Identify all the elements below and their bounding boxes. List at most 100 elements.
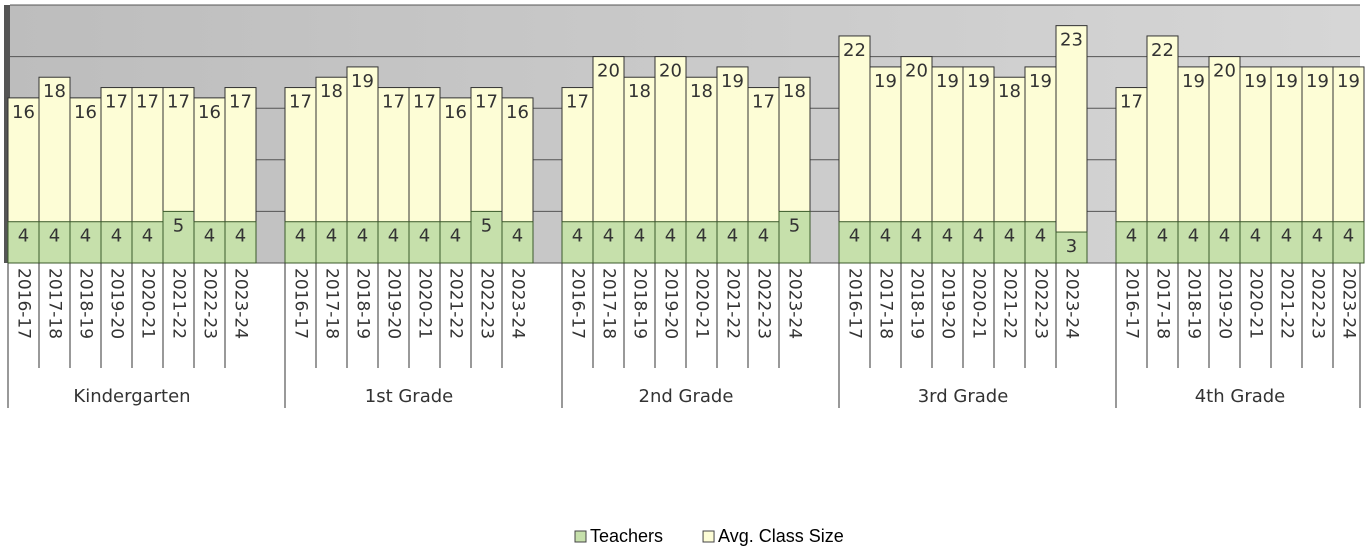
x-tick-label: 2022-23 [477,268,497,339]
x-tick-label: 2021-22 [1277,268,1297,339]
value-label: 4 [1219,226,1230,247]
x-tick-label: 2019-20 [384,268,404,339]
value-label: 4 [80,226,91,247]
value-label: 18 [320,81,343,102]
value-label: 19 [967,71,990,92]
bar [346,221,379,264]
bar [654,221,687,264]
x-tick-label: 2023-24 [231,268,251,339]
x-tick-label: 2017-18 [1153,268,1173,339]
legend-label: Teachers [590,526,663,546]
value-label: 20 [1213,61,1236,82]
x-tick-label: 2018-19 [1184,268,1204,339]
value-label: 19 [1029,71,1052,92]
bar [193,221,226,264]
x-tick-label: 2022-23 [1031,268,1051,339]
value-label: 17 [752,92,775,113]
x-tick-label: 2023-24 [1062,268,1082,339]
x-tick-label: 2017-18 [45,268,65,339]
plot-side-wall [4,5,10,263]
value-label: 19 [936,71,959,92]
value-label: 4 [1250,226,1261,247]
x-tick-label: 2022-23 [754,268,774,339]
bar [1332,221,1365,264]
value-label: 4 [111,226,122,247]
bar [685,221,718,264]
value-label: 4 [942,226,953,247]
value-label: 4 [204,226,215,247]
bar [592,221,625,264]
value-label: 19 [1244,71,1267,92]
x-tick-label: 2020-21 [415,268,435,339]
x-tick-label: 2017-18 [322,268,342,339]
x-tick-label: 2019-20 [661,268,681,339]
bar [131,221,164,264]
value-label: 22 [843,40,866,61]
value-label: 17 [229,92,252,113]
value-label: 4 [1035,226,1046,247]
x-tick-label: 2016-17 [14,268,34,339]
value-label: 4 [357,226,368,247]
value-label: 4 [634,226,645,247]
x-tick-label: 2020-21 [692,268,712,339]
x-tick-label: 2019-20 [107,268,127,339]
value-label: 16 [12,102,35,123]
bar [1177,221,1210,264]
x-tick-label: 2018-19 [353,268,373,339]
bar [1239,221,1272,264]
value-label: 19 [1275,71,1298,92]
x-tick-label: 2020-21 [969,268,989,339]
bar [69,221,102,264]
value-label: 4 [18,226,29,247]
x-tick-label: 2017-18 [599,268,619,339]
bar [470,210,503,264]
x-tick-label: 2017-18 [876,268,896,339]
bar [162,210,195,264]
x-tick-label: 2016-17 [291,268,311,339]
value-label: 20 [597,61,620,82]
bar [501,221,534,264]
value-label: 18 [998,81,1021,102]
group-label: Kindergarten [73,386,190,407]
value-label: 3 [1066,236,1077,257]
value-label: 4 [1343,226,1354,247]
bar [7,221,40,264]
value-label: 4 [1126,226,1137,247]
value-label: 18 [628,81,651,102]
x-tick-label: 2022-23 [1308,268,1328,339]
value-label: 18 [783,81,806,102]
value-label: 17 [167,92,190,113]
value-label: 19 [1182,71,1205,92]
bar [284,221,317,264]
value-label: 4 [1188,226,1199,247]
value-label: 16 [444,102,467,123]
value-label: 17 [382,92,405,113]
x-tick-label: 2016-17 [845,268,865,339]
value-label: 19 [874,71,897,92]
bar [838,221,871,264]
bar [408,221,441,264]
bar [224,221,257,264]
value-label: 4 [295,226,306,247]
value-label: 4 [696,226,707,247]
legend-swatch [702,530,715,543]
value-label: 16 [506,102,529,123]
value-label: 5 [789,215,800,236]
value-label: 17 [413,92,436,113]
group-label: 4th Grade [1195,386,1286,407]
bar [1055,25,1088,264]
value-label: 4 [388,226,399,247]
bar [100,221,133,264]
value-label: 4 [419,226,430,247]
x-tick-label: 2016-17 [1122,268,1142,339]
bar [869,221,902,264]
value-label: 4 [758,226,769,247]
value-label: 4 [880,226,891,247]
value-label: 19 [721,71,744,92]
value-label: 20 [659,61,682,82]
value-label: 4 [326,226,337,247]
bar [931,221,964,264]
group-label: 3rd Grade [918,386,1009,407]
value-label: 19 [1306,71,1329,92]
value-label: 23 [1060,30,1083,51]
